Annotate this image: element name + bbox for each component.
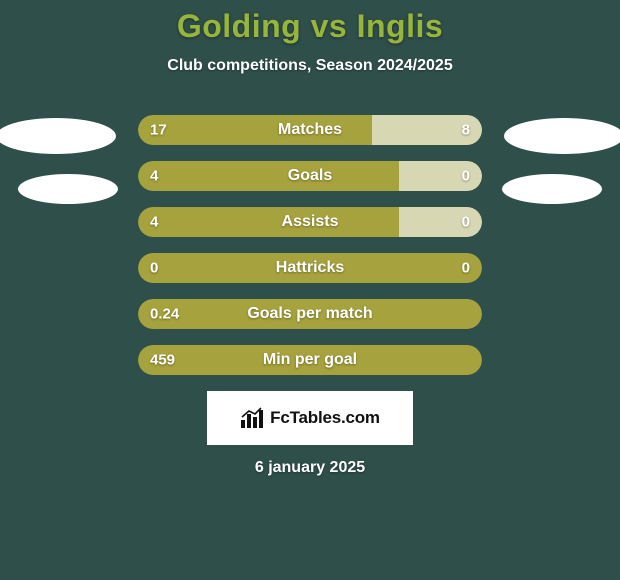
site-logo-text: FcTables.com bbox=[270, 408, 380, 428]
stat-value-right: 0 bbox=[462, 214, 470, 231]
bar-chart-icon bbox=[240, 407, 264, 429]
stat-value-right: 0 bbox=[462, 168, 470, 185]
stat-value-left: 0 bbox=[150, 260, 158, 277]
infographic-container: Golding vs Inglis Club competitions, Sea… bbox=[0, 0, 620, 580]
site-logo-badge: FcTables.com bbox=[207, 391, 413, 445]
stat-value-left: 4 bbox=[150, 168, 158, 185]
stat-label: Goals per match bbox=[247, 305, 372, 323]
stat-value-left: 459 bbox=[150, 352, 175, 369]
stat-value-left: 4 bbox=[150, 214, 158, 231]
stat-label: Goals bbox=[288, 167, 332, 185]
stat-label: Min per goal bbox=[263, 351, 357, 369]
stat-value-right: 0 bbox=[462, 260, 470, 277]
placeholder-badge-left-2 bbox=[18, 174, 118, 204]
stat-label: Hattricks bbox=[276, 259, 344, 277]
placeholder-badge-right-1 bbox=[504, 118, 620, 154]
placeholder-badge-right-2 bbox=[502, 174, 602, 204]
stat-value-left: 0.24 bbox=[150, 306, 179, 323]
stat-value-right: 8 bbox=[462, 122, 470, 139]
page-subtitle: Club competitions, Season 2024/2025 bbox=[0, 57, 620, 75]
page-title: Golding vs Inglis bbox=[0, 8, 620, 45]
stat-row: 459 Min per goal bbox=[138, 345, 482, 375]
stat-value-left: 17 bbox=[150, 122, 167, 139]
stat-label: Matches bbox=[278, 121, 342, 139]
comparison-bars: 17 Matches 8 4 Goals 0 4 Assists 0 0 Hattricks 0 0.2… bbox=[138, 115, 482, 375]
stat-label: Assists bbox=[282, 213, 339, 231]
placeholder-badge-left-1 bbox=[0, 118, 116, 154]
stat-row: 0.24 Goals per match bbox=[138, 299, 482, 329]
stat-row: 4 Goals 0 bbox=[138, 161, 482, 191]
footer-date: 6 january 2025 bbox=[0, 459, 620, 477]
stat-row: 17 Matches 8 bbox=[138, 115, 482, 145]
stat-row: 0 Hattricks 0 bbox=[138, 253, 482, 283]
stat-row: 4 Assists 0 bbox=[138, 207, 482, 237]
